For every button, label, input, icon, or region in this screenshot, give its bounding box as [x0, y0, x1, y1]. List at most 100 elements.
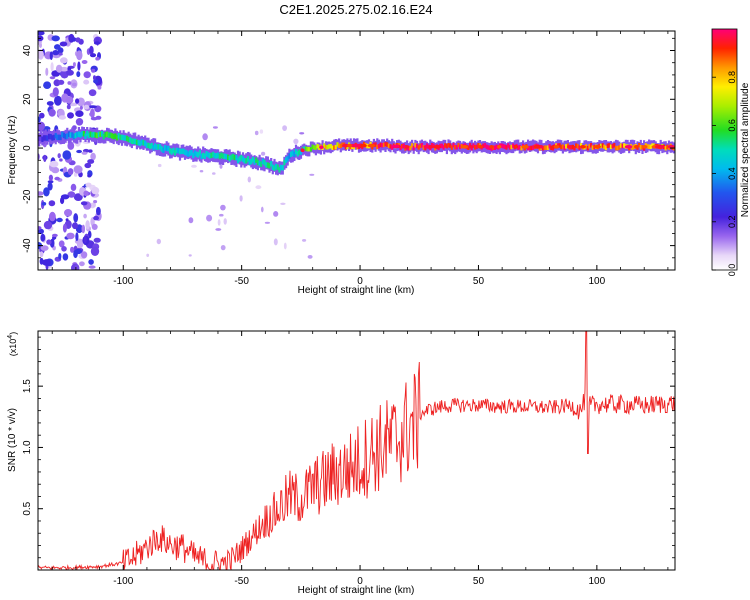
spectrogram-noise-blob [83, 79, 90, 85]
spectrogram-ridge-core [415, 143, 419, 149]
colorbar-tick-label: 0.4 [727, 167, 737, 180]
spectrogram-ridge-core [487, 145, 490, 150]
spectrogram-noise-blob [76, 241, 84, 249]
snr-y-multiplier: (x104) [7, 332, 18, 356]
spectrogram-noise-blob [97, 85, 102, 90]
spectrogram-hotspot [553, 145, 560, 149]
spectrogram-noise-blob [39, 251, 44, 258]
spectrogram-noise-blob [188, 217, 194, 224]
spectrogram-x-ticks: -100 -50 0 50 100 [51, 31, 669, 287]
spectrogram-ridge-core [294, 148, 298, 155]
spectrogram-noise-blob [75, 232, 79, 242]
spectrogram-ridge-core [639, 145, 642, 150]
spectrogram-ridge-core [99, 131, 102, 137]
spectrogram-noise-blob [202, 133, 208, 141]
spectrogram-ridge-core [314, 145, 317, 150]
spectrogram-noise-blob [38, 116, 41, 123]
spectrogram-ridge-halo [248, 152, 251, 166]
spectrogram-noise-blob [293, 138, 299, 145]
spectrogram-noise-blob [55, 64, 63, 73]
spectrogram-ridge-core [52, 134, 56, 141]
spectrogram-ridge-core [76, 131, 79, 138]
spectrogram-noise-blob [67, 168, 74, 176]
spectrogram-noise-blob [91, 186, 100, 195]
spectrogram-ridge-core [503, 144, 506, 150]
spectrogram-ridge-core [442, 145, 445, 150]
spectrogram-noise-blob [75, 98, 80, 104]
spectrogram-ridge-core [576, 144, 579, 149]
spectrogram-noise-blob [239, 195, 243, 202]
spectrogram-ridge-core [585, 144, 588, 149]
spectrogram-ridge-core [192, 152, 195, 159]
spectrogram-noise-blob [88, 105, 98, 109]
spectrogram-noise-blob [93, 200, 98, 204]
spectrogram-ridge-core [177, 147, 180, 154]
spectrogram-ridge-core [154, 143, 157, 149]
spectrogram-ridge-core [104, 132, 107, 138]
spectrogram-noise-blob [43, 154, 47, 162]
spectrogram-hotspot [521, 145, 529, 149]
spectrogram-ridge-core [195, 151, 198, 157]
spectrogram-ridge-core [366, 143, 369, 149]
spectrogram-ridge-core [208, 153, 211, 159]
spectrogram-ridge-core [227, 154, 230, 161]
spectrogram-noise-blob [52, 233, 58, 238]
spectrogram-y-ticks: -40 -20 0 20 40 [22, 37, 675, 259]
spectrogram-noise-blob [70, 183, 77, 191]
spectrogram-noise-blob [146, 253, 150, 257]
spectrogram-hotspot [300, 148, 305, 152]
spectrogram-ridge-core [92, 131, 95, 138]
spectrogram-ridge-core [475, 144, 478, 150]
spectrogram-hotspot [489, 145, 494, 149]
spectrogram-noise-blob [191, 164, 197, 168]
spectrogram-ridge-core [150, 142, 153, 149]
spectrogram-ridge-core [611, 143, 614, 149]
spectrogram-marks [38, 31, 675, 270]
spectrogram-ridge-core [527, 145, 530, 151]
spectrogram-ridge-core [43, 135, 46, 141]
snr-marks [38, 331, 675, 570]
spectrogram-noise-blob [62, 253, 69, 261]
spectrogram-ridge-core [586, 145, 589, 151]
spectrogram-ridge-core [64, 133, 67, 140]
spectrogram-ridge-core [649, 144, 652, 149]
spectrogram-hotspot [423, 145, 429, 149]
spectrogram-ridge-core [137, 140, 140, 146]
spectrogram-ridge-core [97, 131, 100, 138]
spectrogram-ridge-core [571, 144, 574, 150]
spectrogram-ridge-core [165, 145, 168, 152]
spectrogram-noise-blob [219, 213, 224, 217]
spectrogram-ridge-core [483, 143, 487, 148]
spectrogram-ridge-core [169, 148, 172, 154]
spectrogram-ridge-core [152, 144, 155, 151]
x-tick-label: 100 [589, 576, 606, 587]
spectrogram-ridge-core [114, 133, 117, 139]
spectrogram-ridge-core [422, 145, 425, 150]
spectrogram-noise-blob [90, 246, 100, 256]
spectrogram-noise-blob [88, 89, 97, 97]
spectrogram-ridge-core [210, 152, 213, 159]
spectrogram-ridge-core [411, 143, 414, 148]
spectrogram-ridge-halo [152, 138, 155, 152]
spectrogram-noise-blob [93, 41, 101, 45]
spectrogram-ridge-core [409, 145, 412, 151]
spectrogram-hotspot [319, 145, 324, 149]
spectrogram-hotspot [467, 145, 474, 149]
x-tick-label: -100 [113, 576, 133, 587]
spectrogram-noise-blob [67, 81, 72, 85]
spectrogram-ridge-core [183, 149, 187, 156]
spectrogram-noise-blob [73, 172, 78, 177]
spectrogram-ridge-core [236, 157, 240, 164]
spectrogram-ridge-halo [349, 138, 352, 150]
spectrogram-ridge-core [250, 158, 253, 165]
spectrogram-ridge-core [72, 133, 75, 140]
colorbar-tick-label: 0.6 [727, 119, 737, 132]
spectrogram-ridge-core [608, 143, 611, 148]
spectrogram-ridge-core [110, 133, 114, 139]
spectrogram-ridge-core [215, 153, 218, 159]
spectrogram-ridge-core [510, 144, 513, 150]
spectrogram-ridge-core [495, 144, 498, 149]
spectrogram-ridge-core [306, 147, 309, 152]
spectrogram-ridge-core [102, 133, 105, 140]
spectrogram-ridge-core [666, 144, 669, 150]
